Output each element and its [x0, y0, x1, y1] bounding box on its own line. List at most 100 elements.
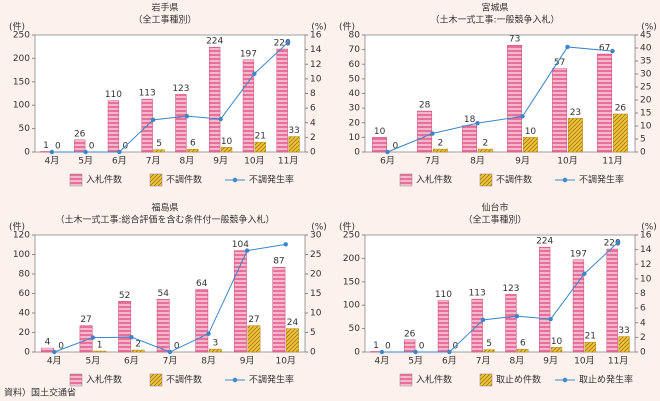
- rate-point: [244, 248, 250, 253]
- legend-label: 取止め件数: [496, 374, 541, 386]
- chart-title: 仙台市: [481, 202, 508, 214]
- x-tick-label: 6月: [112, 156, 127, 167]
- bar: [175, 94, 187, 153]
- y-tick-label: 30: [349, 104, 361, 114]
- bar-value-label: 0: [393, 142, 399, 152]
- y-tick-label: 100: [13, 101, 30, 111]
- legend-dot: [562, 177, 568, 183]
- y2-tick-label: 30: [640, 70, 652, 80]
- x-tick-label: 7月: [163, 356, 178, 367]
- chart-subtitle: （全工事種別）: [133, 14, 196, 26]
- y2-tick-label: 25: [310, 250, 321, 260]
- rate-point: [83, 149, 88, 155]
- y-tick-label: 40: [19, 309, 31, 319]
- y2-tick-label: 25: [640, 83, 651, 93]
- chart-subtitle: （土木一式工事:一般競争入札）: [430, 14, 559, 26]
- bar-value-label: 23: [570, 108, 581, 118]
- y-tick-label: 50: [349, 74, 361, 84]
- bar: [597, 53, 613, 153]
- chart-title: 福島県: [151, 202, 178, 214]
- bar-value-label: 2: [135, 340, 141, 350]
- y2-tick-label: 2: [640, 333, 646, 343]
- x-tick-label: 6月: [442, 356, 457, 367]
- bar-value-label: 21: [585, 332, 596, 342]
- bar-value-label: 5: [156, 139, 162, 149]
- bar: [208, 348, 222, 353]
- y-unit: (件): [339, 221, 355, 233]
- bar: [286, 328, 299, 353]
- y2-tick-label: 2: [310, 133, 316, 143]
- y2-tick-label: 12: [310, 60, 321, 70]
- bar: [107, 100, 120, 153]
- bar-value-label: 18: [464, 115, 476, 125]
- y2-unit: (%): [311, 223, 327, 233]
- plot-area: [34, 234, 306, 353]
- bar-value-label: 33: [288, 126, 299, 136]
- x-tick-label: 8月: [201, 356, 216, 367]
- bar-value-label: 21: [255, 132, 266, 142]
- rate-point: [480, 317, 486, 323]
- legend-label: 入札件数: [86, 174, 122, 186]
- x-tick-label: 10月: [557, 156, 577, 167]
- legend-label: 不調件数: [166, 374, 202, 386]
- legend-label: 入札件数: [86, 374, 122, 386]
- bar-value-label: 123: [502, 284, 519, 294]
- rate-point: [447, 349, 452, 355]
- legend-swatch: [149, 373, 163, 387]
- x-tick-label: 8月: [470, 156, 485, 167]
- y-tick-label: 250: [343, 231, 360, 241]
- y-tick-label: 0: [24, 148, 30, 158]
- y2-tick-label: 0: [640, 148, 646, 158]
- y-unit: (件): [339, 21, 355, 33]
- legend-label: 不調発生率: [249, 174, 294, 186]
- y2-tick-label: 4: [310, 118, 316, 128]
- x-tick-label: 11月: [608, 356, 628, 367]
- bar-value-label: 1: [97, 341, 103, 351]
- chart-subtitle: （全工事種別）: [463, 214, 526, 226]
- rate-point: [49, 149, 55, 155]
- bar-value-label: 104: [232, 240, 249, 250]
- bar: [254, 141, 266, 153]
- y2-tick-label: 30: [310, 231, 322, 241]
- bar-value-label: 27: [80, 315, 91, 325]
- y-tick-label: 200: [343, 254, 360, 264]
- rate-point: [520, 114, 525, 119]
- y-tick-label: 70: [349, 45, 361, 55]
- y-unit: (件): [9, 221, 25, 233]
- rate-point: [252, 71, 257, 76]
- rate-line: [381, 241, 619, 353]
- plot-area: [364, 234, 636, 353]
- y-tick-label: 60: [349, 60, 361, 70]
- y2-tick-label: 6: [310, 104, 316, 114]
- x-tick-label: 9月: [240, 356, 255, 367]
- bar: [462, 125, 478, 153]
- y2-tick-label: 5: [310, 328, 316, 338]
- bar-value-label: 0: [55, 142, 61, 152]
- bar: [432, 148, 448, 153]
- legend-dot: [232, 377, 238, 383]
- rate-point: [129, 334, 134, 340]
- rate-point: [52, 349, 57, 355]
- y-tick-label: 60: [19, 289, 31, 299]
- x-tick-label: 5月: [85, 356, 100, 367]
- bar-value-label: 6: [520, 339, 526, 349]
- legend-dot: [562, 377, 568, 383]
- bar-value-label: 110: [105, 90, 122, 100]
- bar-value-label: 220: [604, 239, 621, 249]
- bar-value-label: 3: [212, 339, 218, 349]
- legend-label: 不調件数: [166, 174, 202, 186]
- legend-swatch: [399, 173, 413, 187]
- plot-area: [364, 34, 636, 153]
- x-tick-label: 9月: [515, 156, 530, 167]
- bar-value-label: 26: [404, 329, 416, 339]
- rate-point: [514, 313, 520, 319]
- bar-value-label: 26: [74, 129, 86, 139]
- y-tick-label: 80: [349, 31, 361, 41]
- x-tick-label: 11月: [602, 156, 622, 167]
- bar: [417, 110, 433, 153]
- y2-tick-label: 20: [640, 96, 652, 106]
- y-tick-label: 150: [13, 77, 30, 87]
- legend-label: 取止め発生率: [579, 374, 633, 386]
- legend-label: 入札件数: [416, 174, 452, 186]
- bar-value-label: 0: [58, 342, 64, 352]
